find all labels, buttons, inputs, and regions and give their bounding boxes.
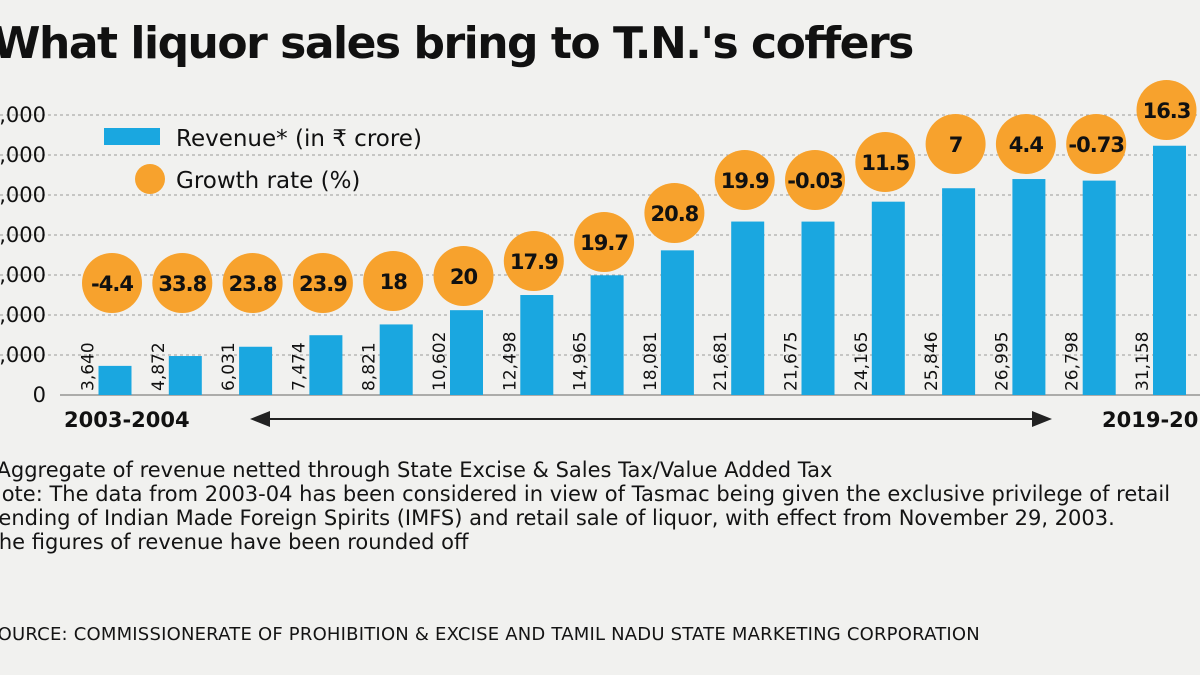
revenue-bar: [660, 250, 694, 395]
revenue-bar: [590, 275, 624, 395]
y-axis-ticks: 0 5,000 10,000 15,000 20,000 25,000 30,000 35,0…: [0, 103, 46, 407]
growth-value-label: -0.73: [1068, 133, 1124, 157]
legend: Revenue* (in ₹ crore) Growth rate (%): [104, 126, 422, 194]
revenue-bar: [98, 365, 132, 395]
revenue-bar: [168, 356, 202, 395]
growth-value-label: 23.8: [229, 272, 277, 296]
y-tick-label: 25,000: [0, 183, 46, 207]
footnote-aggregate: *Aggregate of revenue netted through Sta…: [0, 458, 833, 482]
legend-revenue-label: Revenue* (in ₹ crore): [176, 126, 422, 152]
growth-bubble: [855, 132, 916, 192]
revenue-bar: [520, 295, 554, 395]
revenue-value-label: 10,602: [430, 332, 450, 391]
revenue-value-label: 26,995: [992, 332, 1012, 391]
growth-value-label: 18: [380, 270, 408, 294]
growth-value-label: 20: [450, 265, 478, 289]
revenue-value-label: 6,031: [219, 342, 239, 391]
x-range-arrow-right-head: [1032, 411, 1052, 427]
growth-value-label: 23.9: [299, 272, 347, 296]
chart: 0 5,000 10,000 15,000 20,000 25,000 30,000 35,0…: [0, 80, 1200, 432]
x-range-start-label: 2003-2004: [64, 408, 190, 432]
x-axis: 2003-2004 2019-2020: [64, 408, 1200, 432]
y-tick-label: 15,000: [0, 263, 46, 287]
growth-bubble: [292, 253, 353, 313]
y-tick-label: 5,000: [0, 343, 46, 367]
x-range-arrow-left-head: [250, 411, 270, 427]
revenue-value-label: 4,872: [149, 342, 169, 391]
growth-bubble: [1136, 80, 1197, 140]
revenue-bars: [98, 145, 1186, 395]
footnote-rounding: The figures of revenue have been rounded…: [0, 530, 469, 554]
revenue-value-label: 7,474: [289, 342, 309, 391]
revenue-bar: [1153, 145, 1186, 395]
legend-revenue-swatch: [104, 128, 160, 145]
revenue-labels: 3,640 4,872 6,031 7,474 8,821 10,602 12,498 14,…: [79, 332, 1154, 391]
y-tick-label: 20,000: [0, 223, 46, 247]
revenue-bar: [379, 324, 413, 395]
footnote-note: Note: The data from 2003-04 has been con…: [0, 482, 1171, 530]
growth-bubble: [644, 183, 705, 243]
growth-value-label: -4.4: [91, 272, 133, 296]
revenue-bar: [1082, 180, 1116, 395]
revenue-bar: [239, 346, 273, 395]
growth-value-label: 7: [949, 133, 963, 157]
revenue-value-label: 12,498: [500, 332, 520, 391]
revenue-value-label: 18,081: [641, 332, 661, 391]
revenue-value-label: 8,821: [360, 342, 380, 391]
growth-bubble: [82, 253, 142, 313]
revenue-bar: [450, 310, 483, 395]
growth-value-label: 20.8: [650, 202, 698, 226]
growth-bubble: [574, 212, 635, 272]
growth-bubble: [152, 253, 213, 313]
y-tick-label: 10,000: [0, 303, 46, 327]
y-tick-label: 0: [33, 383, 46, 407]
growth-value-label: 17.9: [510, 250, 558, 274]
revenue-bar: [1012, 179, 1046, 395]
growth-bubble: [503, 231, 564, 291]
revenue-bar: [801, 221, 835, 395]
revenue-value-label: 26,798: [1063, 332, 1083, 391]
revenue-value-label: 14,965: [571, 332, 591, 391]
growth-bubble: [995, 114, 1056, 174]
growth-value-label: 16.3: [1143, 99, 1191, 123]
growth-value-label: 4.4: [1009, 133, 1044, 157]
growth-bubble: [363, 251, 424, 311]
revenue-value-label: 31,158: [1133, 332, 1153, 391]
growth-value-label: -0.03: [787, 169, 843, 193]
y-tick-label: 35,000: [0, 103, 46, 127]
revenue-bar: [309, 335, 343, 395]
revenue-value-label: 21,675: [782, 332, 802, 391]
growth-bubble: [222, 253, 283, 313]
revenue-bar: [871, 201, 905, 395]
revenue-value-label: 24,165: [852, 332, 872, 391]
revenue-bar: [731, 221, 765, 395]
source-line: SOURCE: COMMISSIONERATE OF PROHIBITION &…: [0, 624, 980, 645]
growth-bubble: [433, 246, 494, 306]
y-tick-label: 30,000: [0, 143, 46, 167]
legend-growth-label: Growth rate (%): [176, 168, 360, 194]
revenue-bar: [942, 188, 976, 395]
x-range-end-label: 2019-2020: [1102, 408, 1200, 432]
growth-value-label: 33.8: [158, 272, 206, 296]
revenue-value-label: 3,640: [79, 342, 99, 391]
chart-title: What liquor sales bring to T.N.'s coffer…: [0, 18, 914, 69]
growth-bubble: [925, 114, 986, 174]
revenue-value-label: 25,846: [922, 332, 942, 391]
growth-value-label: 11.5: [861, 151, 909, 175]
growth-bubble: [1066, 114, 1127, 174]
growth-bubble: [714, 150, 775, 210]
revenue-value-label: 21,681: [711, 332, 731, 391]
growth-value-label: 19.9: [721, 169, 769, 193]
growth-bubble: [785, 150, 845, 210]
growth-value-label: 19.7: [580, 231, 628, 255]
growth-bubbles: -4.4 33.8 23.8 23.9 18 20 17.9 19.7 20.8 19.9 -0.0…: [82, 80, 1197, 313]
legend-growth-swatch: [135, 164, 165, 194]
footnotes: *Aggregate of revenue netted through Sta…: [0, 458, 1200, 554]
